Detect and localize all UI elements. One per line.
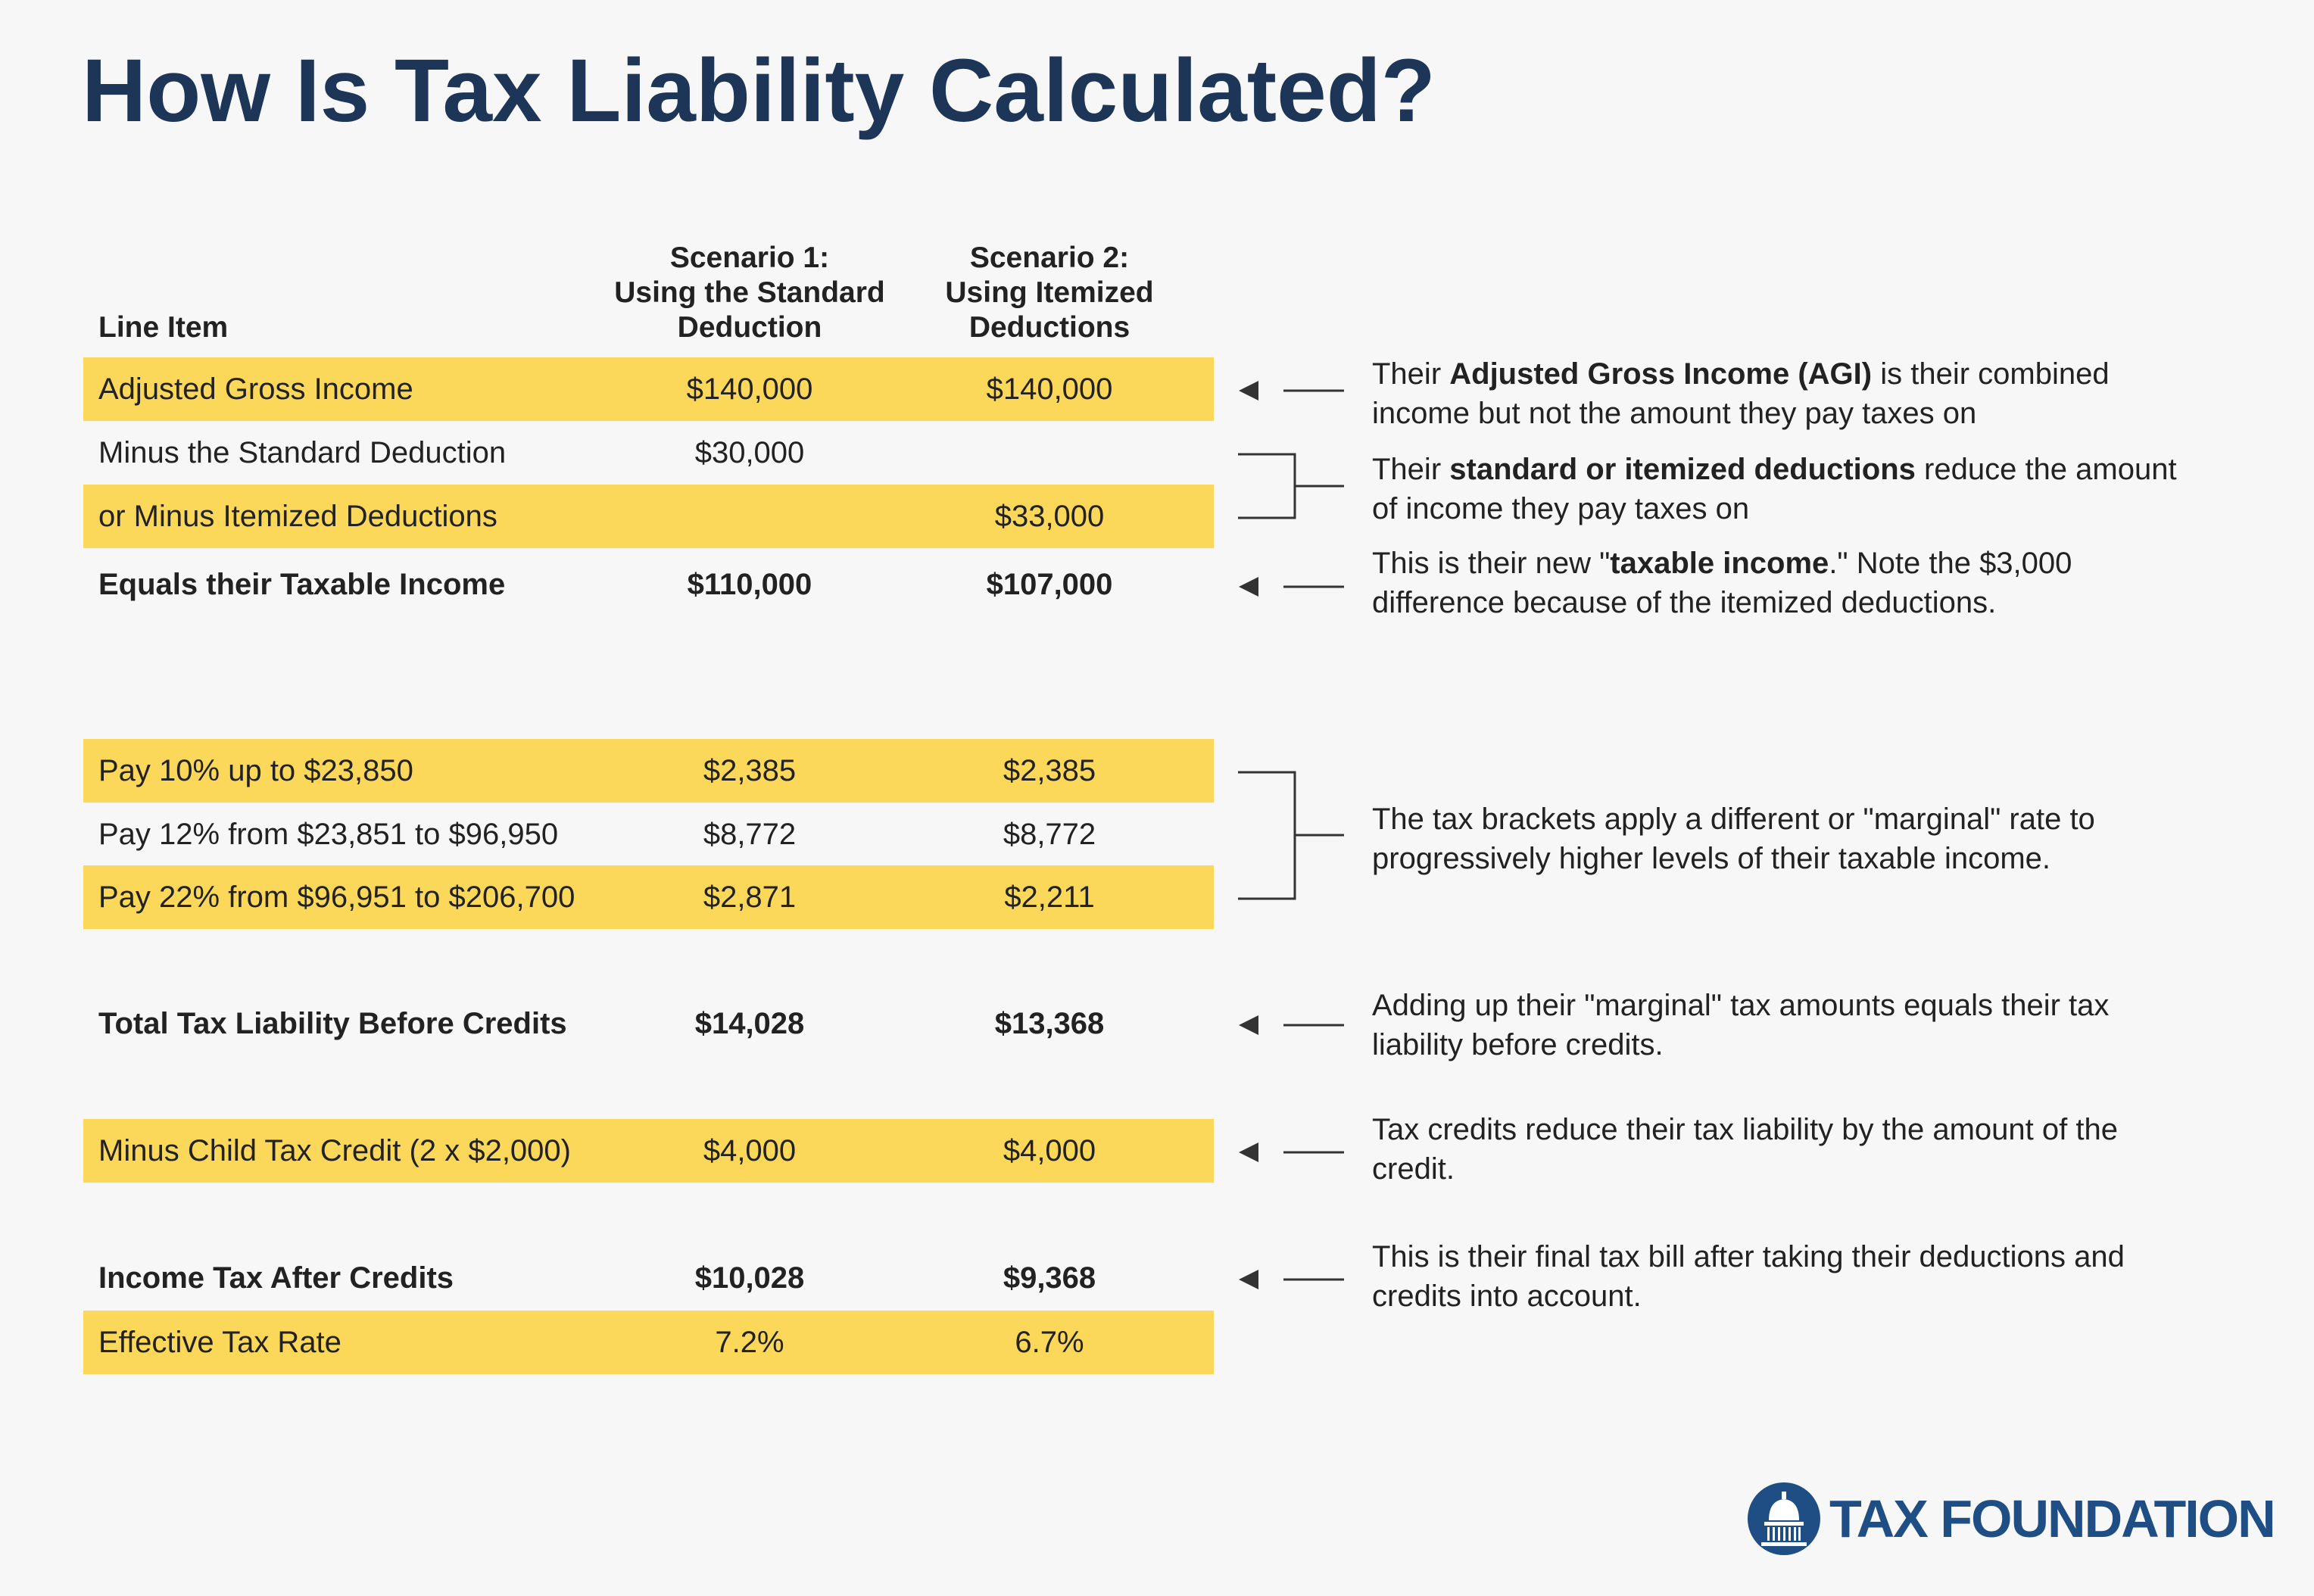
column-header-line: Deductions bbox=[968, 311, 1130, 344]
row-value-scenario-1: $30,000 bbox=[694, 436, 805, 469]
bracket-tax-brackets bbox=[1238, 771, 1344, 900]
note-tax-brackets: The tax brackets apply a different or "m… bbox=[1372, 803, 2095, 875]
note-emphasis: standard or itemized deductions bbox=[1449, 453, 1916, 486]
note-text: reduce the amount of income they pay tax… bbox=[1372, 453, 2177, 525]
row-label: Pay 10% up to $23,850 bbox=[98, 754, 413, 787]
arrow-head-total bbox=[1239, 1015, 1258, 1035]
note-total-liability: Adding up their "marginal" tax amounts e… bbox=[1372, 989, 2110, 1061]
note-agi: Their Adjusted Gross Income (AGI) is the… bbox=[1372, 354, 2190, 433]
note-text: ." Note the $3,000 difference because of… bbox=[1372, 547, 2072, 619]
row-label: Income Tax After Credits bbox=[98, 1261, 454, 1295]
table-row-bracket-12: Pay 12% from $23,851 to $96,950 $8,772 $… bbox=[83, 803, 1214, 866]
note-tax-credits: Tax credits reduce their tax liability b… bbox=[1372, 1113, 2118, 1186]
note-text: is their combined income but not the amo… bbox=[1372, 357, 2110, 430]
row-value-scenario-1: $4,000 bbox=[703, 1134, 797, 1167]
row-value-scenario-2: $107,000 bbox=[986, 568, 1113, 601]
row-value-scenario-1: $110,000 bbox=[687, 568, 812, 601]
row-value-scenario-2: 6.7% bbox=[1015, 1326, 1084, 1359]
table-row-standard-deduction: Minus the Standard Deduction $30,000 bbox=[83, 421, 1214, 485]
row-label: Effective Tax Rate bbox=[98, 1326, 341, 1359]
row-value-scenario-1: $2,385 bbox=[703, 754, 797, 787]
row-value-scenario-1: $10,028 bbox=[694, 1261, 805, 1295]
row-value-scenario-2: $8,772 bbox=[1003, 818, 1096, 851]
bracket-deductions bbox=[1238, 453, 1344, 519]
row-value-scenario-2: $33,000 bbox=[994, 500, 1105, 533]
tax-foundation-logo: TAX FOUNDATION bbox=[1746, 1481, 2276, 1557]
table-row-tax-after-credits: Income Tax After Credits $10,028 $9,368 bbox=[83, 1246, 1214, 1310]
note-text: Their bbox=[1372, 453, 1450, 486]
column-header-line: Scenario 2: bbox=[969, 242, 1130, 274]
page-title: How Is Tax Liability Calculated? bbox=[82, 41, 1436, 141]
note-taxable-income: This is their new "taxable income." Note… bbox=[1372, 544, 2190, 622]
note-emphasis: Adjusted Gross Income (AGI) bbox=[1449, 357, 1873, 391]
row-value-scenario-2: $9,368 bbox=[1003, 1261, 1096, 1295]
table-row-agi: Adjusted Gross Income $140,000 $140,000 bbox=[83, 357, 1214, 421]
row-value-scenario-1: $8,772 bbox=[703, 818, 797, 851]
table-row-child-tax-credit: Minus Child Tax Credit (2 x $2,000) $4,0… bbox=[83, 1119, 1214, 1183]
note-text: Their bbox=[1372, 357, 1450, 391]
arrow-head-final bbox=[1239, 1270, 1258, 1289]
column-header-line: Scenario 1: bbox=[669, 242, 830, 274]
column-header-line: Using Itemized bbox=[945, 276, 1154, 309]
column-header-scenario-1: Scenario 1: Using the Standard Deduction bbox=[591, 241, 909, 345]
row-label: Minus the Standard Deduction bbox=[98, 436, 507, 469]
row-label: Pay 12% from $23,851 to $96,950 bbox=[98, 818, 559, 851]
row-value-scenario-2: $2,385 bbox=[1003, 754, 1096, 787]
table-row-taxable-income: Equals their Taxable Income $110,000 $10… bbox=[83, 553, 1214, 616]
row-value-scenario-2: $13,368 bbox=[994, 1007, 1105, 1040]
row-label: Minus Child Tax Credit (2 x $2,000) bbox=[98, 1134, 571, 1167]
row-label: Pay 22% from $96,951 to $206,700 bbox=[98, 881, 575, 914]
note-emphasis: taxable income bbox=[1610, 547, 1829, 580]
row-label: Equals their Taxable Income bbox=[98, 568, 506, 601]
brand-name: TAX FOUNDATION bbox=[1829, 1489, 2276, 1548]
row-value-scenario-1: 7.2% bbox=[715, 1326, 784, 1359]
table-row-bracket-10: Pay 10% up to $23,850 $2,385 $2,385 bbox=[83, 739, 1214, 803]
row-value-scenario-2: $2,211 bbox=[1004, 881, 1095, 914]
capitol-dome-icon bbox=[1748, 1482, 1820, 1555]
column-header-line: Deduction bbox=[677, 311, 822, 344]
row-value-scenario-2: $4,000 bbox=[1003, 1134, 1096, 1167]
arrow-head-credits bbox=[1239, 1142, 1258, 1162]
table-row-effective-rate: Effective Tax Rate 7.2% 6.7% bbox=[83, 1311, 1214, 1374]
table-row-total-before-credits: Total Tax Liability Before Credits $14,0… bbox=[83, 992, 1214, 1055]
note-final-bill: This is their final tax bill after takin… bbox=[1372, 1240, 2125, 1313]
column-header-line: Using the Standard bbox=[614, 276, 885, 309]
note-text: This is their new " bbox=[1372, 547, 1611, 580]
row-label: Total Tax Liability Before Credits bbox=[98, 1007, 567, 1040]
column-header-line-item: Line Item bbox=[98, 311, 229, 344]
row-value-scenario-2: $140,000 bbox=[986, 373, 1113, 406]
table-row-itemized-deductions: or Minus Itemized Deductions $33,000 bbox=[83, 485, 1214, 548]
note-deductions: Their standard or itemized deductions re… bbox=[1372, 450, 2190, 528]
row-label: or Minus Itemized Deductions bbox=[98, 500, 497, 533]
row-value-scenario-1: $2,871 bbox=[703, 881, 797, 914]
row-label: Adjusted Gross Income bbox=[98, 373, 413, 406]
table-row-bracket-22: Pay 22% from $96,951 to $206,700 $2,871 … bbox=[83, 865, 1214, 929]
arrow-head-taxable bbox=[1239, 577, 1258, 597]
column-header-scenario-2: Scenario 2: Using Itemized Deductions bbox=[890, 241, 1208, 345]
arrow-head-agi bbox=[1239, 381, 1258, 401]
row-value-scenario-1: $14,028 bbox=[694, 1007, 805, 1040]
row-value-scenario-1: $140,000 bbox=[686, 373, 813, 406]
